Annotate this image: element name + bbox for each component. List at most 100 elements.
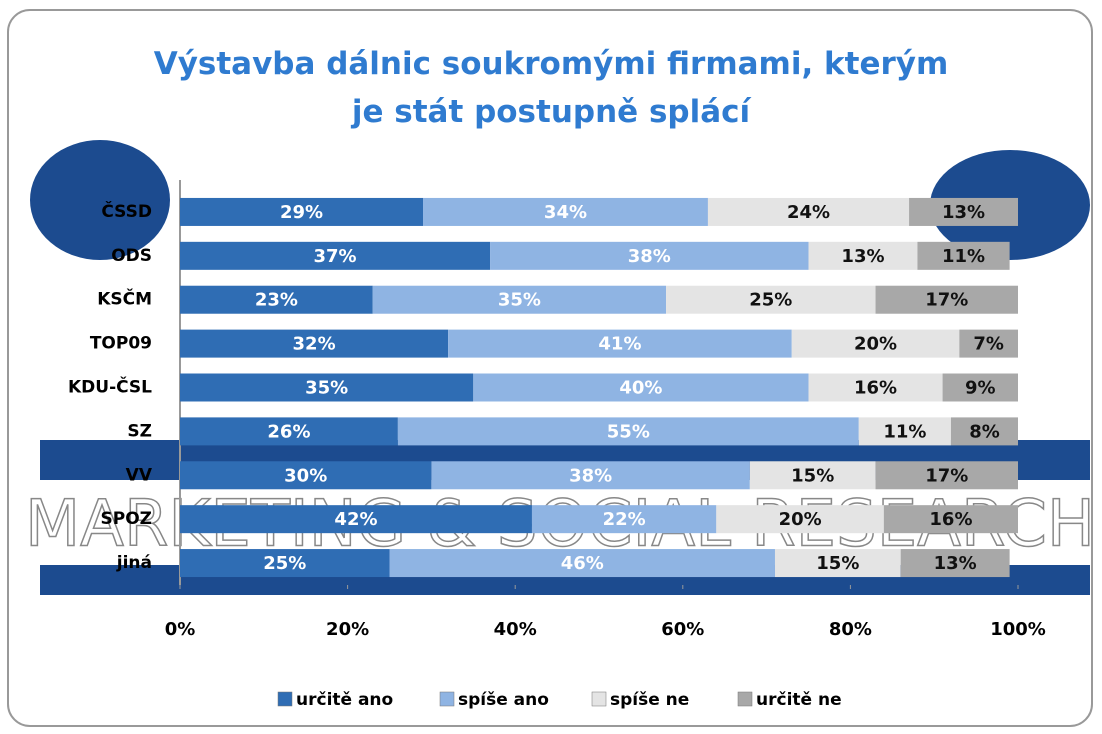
- value-label: 29%: [280, 202, 323, 223]
- bar-segment: [774, 549, 901, 578]
- value-label: 24%: [787, 202, 830, 223]
- value-label: 13%: [942, 202, 985, 223]
- legend-swatch: [591, 691, 607, 707]
- legend-label: spíše ne: [610, 690, 689, 710]
- bar-segment: [180, 417, 398, 446]
- bar-segment: [959, 329, 1018, 358]
- value-label: 16%: [854, 378, 897, 399]
- chart-title: Výstavba dálnic soukromými firmami, kter…: [153, 46, 949, 130]
- bar-segment: [423, 197, 708, 226]
- bar-segment: [180, 549, 390, 578]
- bar-segment: [707, 197, 910, 226]
- legend-swatch: [277, 691, 293, 707]
- value-label: 55%: [607, 421, 650, 442]
- value-label: 8%: [969, 421, 1000, 442]
- bar-segment: [942, 373, 1018, 402]
- x-tick-label: 0%: [165, 619, 196, 640]
- value-label: 20%: [854, 334, 897, 355]
- bar-segment: [448, 329, 792, 358]
- bar-segment: [180, 505, 532, 534]
- value-label: 11%: [942, 246, 985, 267]
- x-tick-label: 60%: [661, 619, 704, 640]
- legend-label: určitě ne: [756, 690, 842, 710]
- x-tick-label: 100%: [990, 619, 1046, 640]
- bar-segment: [875, 285, 1018, 314]
- value-label: 38%: [569, 465, 612, 486]
- value-label: 41%: [598, 334, 641, 355]
- bar-segment: [808, 241, 918, 270]
- legend-label: spíše ano: [458, 690, 549, 710]
- bar-segment: [180, 329, 449, 358]
- bar-segment: [883, 505, 1018, 534]
- bar-segment: [372, 285, 667, 314]
- value-label: 42%: [334, 509, 377, 530]
- legend-label: určitě ano: [296, 690, 393, 710]
- bar-segment: [900, 549, 1010, 578]
- value-label: 23%: [255, 290, 298, 311]
- y-tick-label: KDU-ČSL: [68, 376, 152, 398]
- bar-segment: [180, 461, 432, 490]
- bar-segment: [431, 461, 750, 490]
- value-label: 20%: [779, 509, 822, 530]
- value-label: 15%: [791, 465, 834, 486]
- value-label: 17%: [925, 465, 968, 486]
- logo-shape: [30, 140, 170, 260]
- bar-segment: [180, 285, 373, 314]
- value-label: 15%: [816, 553, 859, 574]
- value-label: 37%: [313, 246, 356, 267]
- value-label: 46%: [561, 553, 604, 574]
- value-label: 13%: [934, 553, 977, 574]
- value-label: 40%: [619, 378, 662, 399]
- value-label: 30%: [284, 465, 327, 486]
- legend-swatch: [737, 691, 753, 707]
- value-label: 22%: [603, 509, 646, 530]
- value-label: 17%: [925, 290, 968, 311]
- value-label: 7%: [973, 334, 1004, 355]
- value-label: 25%: [749, 290, 792, 311]
- bar-segment: [666, 285, 876, 314]
- bar-segment: [397, 417, 859, 446]
- y-tick-label: ČSSD: [101, 200, 152, 222]
- x-tick-label: 80%: [829, 619, 872, 640]
- bar-segment: [180, 241, 491, 270]
- value-label: 34%: [544, 202, 587, 223]
- value-label: 16%: [929, 509, 972, 530]
- y-tick-label: KSČM: [97, 288, 152, 310]
- value-label: 25%: [263, 553, 306, 574]
- value-label: 38%: [628, 246, 671, 267]
- y-tick-label: SZ: [127, 421, 152, 441]
- y-tick-label: ODS: [111, 246, 152, 266]
- value-label: 11%: [883, 421, 926, 442]
- bar-segment: [716, 505, 884, 534]
- y-tick-label: TOP09: [90, 334, 152, 354]
- bar-segment: [858, 417, 951, 446]
- bar-segment: [490, 241, 809, 270]
- y-tick-label: SPOZ: [101, 509, 152, 529]
- bar-segment: [917, 241, 1010, 270]
- legend-swatch: [439, 691, 455, 707]
- bar-segment: [180, 373, 474, 402]
- bar-segment: [749, 461, 876, 490]
- frame: [7, 9, 1093, 727]
- y-tick-label: VV: [126, 465, 153, 485]
- value-label: 26%: [267, 421, 310, 442]
- value-label: 9%: [965, 378, 996, 399]
- y-tick-label: jiná: [116, 553, 152, 573]
- bar-segment: [389, 549, 775, 578]
- value-label: 35%: [498, 290, 541, 311]
- x-tick-label: 20%: [326, 619, 369, 640]
- x-tick-label: 40%: [494, 619, 537, 640]
- value-label: 13%: [841, 246, 884, 267]
- bar-segment: [875, 461, 1018, 490]
- bar-segment: [909, 197, 1018, 226]
- bar-segment: [791, 329, 960, 358]
- bar-segment: [473, 373, 809, 402]
- value-label: 35%: [305, 378, 348, 399]
- bar-segment: [808, 373, 943, 402]
- bar-segment: [950, 417, 1018, 446]
- bar-segment: [531, 505, 717, 534]
- value-label: 32%: [293, 334, 336, 355]
- bar-segment: [180, 197, 424, 226]
